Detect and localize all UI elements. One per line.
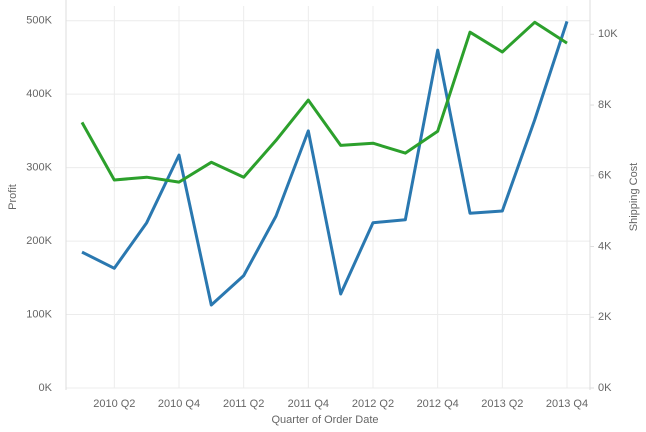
y-axis-title: Profit	[7, 184, 19, 210]
x-tick-label: 2012 Q2	[352, 398, 394, 410]
line-series	[81, 20, 569, 307]
y-tick-label: 100K	[26, 308, 52, 320]
x-tick-label: 2011 Q2	[223, 398, 264, 410]
y-tick-label: 200K	[26, 235, 52, 247]
y2-axis-title: Shipping Cost	[628, 163, 640, 232]
x-tick-label: 2011 Q4	[288, 398, 329, 410]
y2-tick-label: 6K	[598, 170, 612, 182]
x-tick-label: 2010 Q2	[93, 398, 135, 410]
y-tick-label: 0K	[39, 382, 53, 394]
x-tick-label: 2010 Q4	[158, 398, 200, 410]
x-tick-label: 2012 Q4	[417, 398, 459, 410]
y2-tick-label: 4K	[598, 240, 612, 252]
y2-tick-label: 0K	[598, 382, 612, 394]
y2-tick-label: 8K	[598, 99, 612, 111]
y-tick-label: 400K	[26, 88, 52, 100]
line-series	[80, 20, 568, 184]
y2-tick-label: 2K	[598, 311, 612, 323]
x-axis-title: Quarter of Order Date	[272, 414, 379, 426]
y-tick-label: 500K	[26, 15, 52, 27]
y-tick-label: 300K	[26, 162, 52, 174]
y2-tick-label: 10K	[598, 28, 618, 40]
x-tick-label: 2013 Q4	[546, 398, 588, 410]
x-tick-label: 2013 Q2	[481, 398, 523, 410]
